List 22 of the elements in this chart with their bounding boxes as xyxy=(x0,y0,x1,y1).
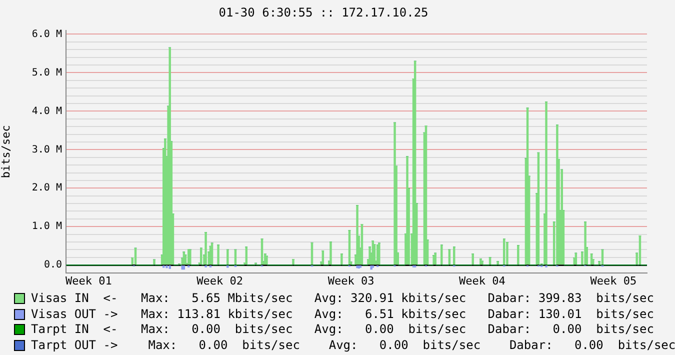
x-tick-label: Week 05 xyxy=(590,274,637,288)
y-axis-title: bits/sec xyxy=(0,125,12,178)
y-tick-label: 5.0 M xyxy=(32,67,62,78)
legend-label: Tarpt IN <- xyxy=(31,322,119,338)
y-tick-label: 1.0 M xyxy=(32,221,62,232)
text: Max: 0.00 bits/sec Avg: 0.00 bits/sec Dabar: 0.00 bits/sec xyxy=(141,322,654,338)
y-tick-label: 0.0 xyxy=(44,260,62,271)
x-tick-label: Week 01 xyxy=(65,274,112,288)
x-tick-label: Week 04 xyxy=(459,274,506,288)
text: Max: 113.81 kbits/sec Avg: 6.51 kbits/sec Dabar: 130.01 bits/sec xyxy=(141,306,654,322)
legend-label: Visas OUT -> xyxy=(31,306,119,322)
text: Max: 0.00 bits/sec Avg: 0.00 bits/sec Dabar: 0.00 bits/sec xyxy=(147,338,675,353)
legend-label: Visas IN <- xyxy=(31,291,119,306)
y-tick-label: 4.0 M xyxy=(32,106,62,117)
x-tick-label: Week 02 xyxy=(196,274,244,288)
y-tick-label: 2.0 M xyxy=(32,182,62,194)
y-tick-label: 3.0 M xyxy=(32,144,62,156)
chart-title: 01-30 6:30:55 :: 172.17.10.25 xyxy=(218,5,428,20)
legend-label: Tarpt OUT -> xyxy=(31,338,119,353)
x-tick-label: Week 03 xyxy=(328,274,374,288)
text: Max: 5.65 Mbits/sec Avg: 320.91 kbits/sec Dabar: 399.83 bits/sec xyxy=(141,291,654,306)
y-tick-label: 6.0 M xyxy=(32,28,62,40)
